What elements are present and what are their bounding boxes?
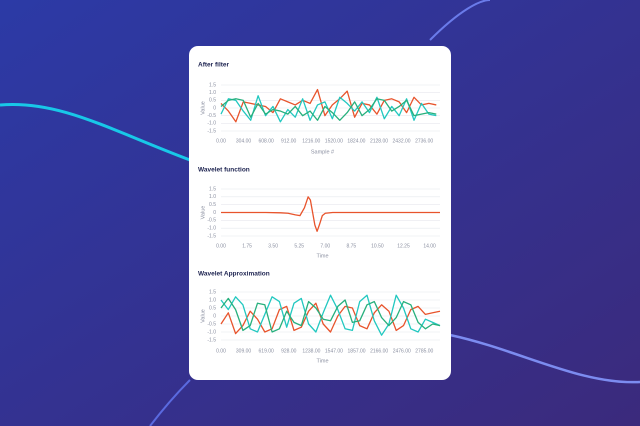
- y-tick-label: 0: [213, 210, 216, 216]
- y-tick-label: 0.5: [209, 202, 216, 208]
- x-tick-label: 7.00: [320, 243, 330, 249]
- chart-title: After filter: [198, 62, 230, 69]
- y-tick-label: -1.0: [207, 329, 216, 335]
- y-tick-label: -1.5: [207, 233, 216, 239]
- y-tick-label: 1.5: [209, 289, 216, 295]
- series-line: [220, 302, 441, 335]
- y-tick-label: -0.5: [207, 113, 216, 119]
- x-axis-label: Sample #: [311, 149, 335, 155]
- x-tick-label: 2166.00: [370, 348, 388, 354]
- y-tick-label: -0.5: [207, 218, 216, 224]
- chart-title: Wavelet Approximation: [198, 271, 270, 278]
- x-axis-label: Time: [316, 253, 328, 259]
- x-tick-label: 3.50: [268, 243, 278, 249]
- x-tick-label: 1216.00: [302, 138, 320, 144]
- x-tick-label: 0.00: [216, 138, 226, 144]
- x-tick-label: 1824.00: [347, 138, 365, 144]
- x-tick-label: 5.25: [294, 243, 304, 249]
- series-line: [220, 98, 437, 121]
- x-tick-label: 2736.00: [415, 138, 433, 144]
- decor-curve: [149, 379, 191, 426]
- y-tick-label: 1.0: [209, 90, 216, 96]
- series-line: [221, 196, 440, 232]
- y-tick-label: 0: [213, 105, 216, 111]
- card: [189, 46, 451, 380]
- x-tick-label: 2785.00: [415, 348, 433, 354]
- x-tick-label: 2432.00: [393, 138, 411, 144]
- x-tick-label: 304.00: [236, 138, 252, 144]
- y-tick-label: -1.0: [207, 225, 216, 231]
- x-tick-label: 1520.00: [325, 138, 343, 144]
- y-tick-label: 0: [213, 313, 216, 319]
- y-tick-label: 1.0: [209, 297, 216, 303]
- x-tick-label: 1238.00: [302, 348, 320, 354]
- series-line: [220, 297, 441, 333]
- y-tick-label: -1.5: [207, 128, 216, 134]
- y-tick-label: -1.5: [207, 337, 216, 343]
- x-tick-label: 1.75: [242, 243, 252, 249]
- x-tick-label: 1547.00: [325, 348, 343, 354]
- x-tick-label: 2476.00: [393, 348, 411, 354]
- chart-title: Wavelet function: [198, 167, 250, 174]
- x-tick-label: 619.00: [259, 348, 275, 354]
- x-tick-label: 928.00: [281, 348, 297, 354]
- x-tick-label: 2128.00: [370, 138, 388, 144]
- y-tick-label: 0.5: [209, 305, 216, 311]
- x-tick-label: 12.25: [397, 243, 410, 249]
- series-line: [220, 294, 441, 336]
- decor-curve: [429, 0, 491, 41]
- y-tick-label: -0.5: [207, 321, 216, 327]
- y-tick-label: 0.5: [209, 98, 216, 104]
- x-tick-label: 912.00: [281, 138, 297, 144]
- y-axis-label: Value: [200, 309, 206, 323]
- y-tick-label: -1.0: [207, 121, 216, 127]
- decor-curve: [449, 333, 640, 384]
- x-tick-label: 8.75: [346, 243, 356, 249]
- x-tick-label: 608.00: [258, 138, 274, 144]
- y-axis-label: Value: [200, 206, 206, 220]
- x-tick-label: 10.50: [371, 243, 384, 249]
- y-tick-label: 1.5: [209, 186, 216, 192]
- decor-curve: [0, 102, 191, 162]
- y-tick-label: 1.0: [209, 194, 216, 200]
- x-axis-label: Time: [316, 358, 328, 364]
- x-tick-label: 0.00: [216, 243, 226, 249]
- y-tick-label: 1.5: [209, 82, 216, 88]
- x-tick-label: 1857.00: [348, 348, 366, 354]
- x-tick-label: 0.00: [216, 348, 226, 354]
- x-tick-label: 14.00: [423, 243, 436, 249]
- x-tick-label: 309.00: [236, 348, 252, 354]
- y-axis-label: Value: [200, 101, 206, 115]
